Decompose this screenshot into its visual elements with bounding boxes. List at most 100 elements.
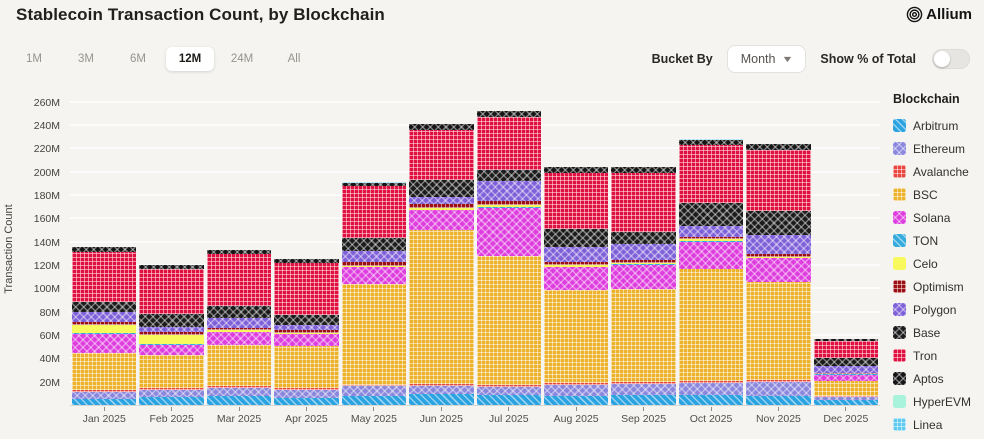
bar-segment-avalanche[interactable]: [678, 381, 744, 384]
bar-segment-avalanche[interactable]: [611, 382, 676, 385]
bucket-by-select[interactable]: Month ▼: [726, 45, 807, 73]
bar-segment-solana[interactable]: [274, 334, 339, 347]
bar-segment-arbitrum[interactable]: [341, 395, 407, 405]
bar-segment-avalanche[interactable]: [139, 388, 204, 390]
legend-item-avalanche[interactable]: Avalanche: [893, 160, 983, 183]
bar-segment-ton[interactable]: [678, 240, 744, 242]
bar-segment-arbitrum[interactable]: [206, 395, 272, 405]
bar-nov-2025[interactable]: [746, 143, 811, 405]
bar-segment-polygon[interactable]: [813, 366, 879, 374]
bar-segment-optimism[interactable]: [274, 330, 339, 334]
legend-item-aptos[interactable]: Aptos: [893, 367, 983, 390]
bar-segment-optimism[interactable]: [813, 373, 879, 375]
bar-segment-base[interactable]: [139, 314, 204, 327]
bar-segment-optimism[interactable]: [409, 203, 474, 208]
bar-segment-base[interactable]: [274, 315, 339, 325]
bar-segment-base[interactable]: [206, 305, 272, 319]
bar-segment-ethereum[interactable]: [206, 387, 272, 396]
bar-segment-ton[interactable]: [341, 266, 407, 268]
legend-item-polygon[interactable]: Polygon: [893, 298, 983, 321]
bar-segment-polygon[interactable]: [206, 318, 272, 329]
bar-segment-arbitrum[interactable]: [611, 395, 676, 405]
bar-segment-celo[interactable]: [139, 334, 204, 345]
bar-segment-base[interactable]: [543, 228, 609, 247]
legend-item-celo[interactable]: Celo: [893, 252, 983, 275]
bar-segment-solana[interactable]: [72, 333, 137, 354]
bar-segment-aptos[interactable]: [409, 124, 474, 130]
legend-item-tron[interactable]: Tron: [893, 344, 983, 367]
bar-segment-aptos[interactable]: [813, 339, 879, 342]
bar-segment-optimism[interactable]: [611, 259, 676, 263]
bar-segment-celo[interactable]: [409, 207, 474, 210]
bar-segment-polygon[interactable]: [746, 234, 811, 255]
bar-segment-ethereum[interactable]: [139, 389, 204, 397]
bar-segment-arbitrum[interactable]: [139, 396, 204, 405]
bar-segment-bsc[interactable]: [813, 380, 879, 396]
range-button-6m[interactable]: 6M: [114, 47, 162, 71]
bar-segment-ton[interactable]: [611, 264, 676, 265]
range-button-24m[interactable]: 24M: [218, 47, 266, 71]
bar-segment-solana[interactable]: [678, 241, 744, 270]
bar-segment-avalanche[interactable]: [543, 382, 609, 385]
bar-segment-arbitrum[interactable]: [813, 399, 879, 405]
bar-segment-aptos[interactable]: [72, 247, 137, 253]
bar-segment-celo[interactable]: [341, 266, 407, 267]
bar-segment-avalanche[interactable]: [813, 395, 879, 397]
bar-segment-celo[interactable]: [746, 257, 811, 258]
legend-item-optimism[interactable]: Optimism: [893, 275, 983, 298]
bar-segment-tron[interactable]: [746, 149, 811, 211]
bar-segment-base[interactable]: [611, 231, 676, 245]
bar-segment-bsc[interactable]: [72, 353, 137, 391]
bar-segment-ton[interactable]: [476, 207, 541, 208]
bar-segment-arbitrum[interactable]: [72, 399, 137, 405]
bar-segment-bsc[interactable]: [341, 283, 407, 385]
bar-segment-base[interactable]: [476, 170, 541, 182]
bar-segment-avalanche[interactable]: [476, 385, 541, 387]
bar-segment-celo[interactable]: [678, 238, 744, 241]
bar-segment-ethereum[interactable]: [678, 383, 744, 396]
bar-segment-polygon[interactable]: [274, 324, 339, 331]
bar-segment-aptos[interactable]: [206, 249, 272, 255]
bar-segment-bsc[interactable]: [476, 255, 541, 386]
bar-segment-solana[interactable]: [409, 210, 474, 231]
bar-segment-avalanche[interactable]: [206, 385, 272, 388]
bar-segment-celo[interactable]: [543, 264, 609, 267]
bar-segment-bsc[interactable]: [206, 344, 272, 386]
bar-segment-arbitrum[interactable]: [543, 395, 609, 405]
bar-segment-celo[interactable]: [611, 262, 676, 265]
bar-segment-celo[interactable]: [206, 330, 272, 332]
legend-item-solana[interactable]: Solana: [893, 206, 983, 229]
bar-segment-ton[interactable]: [746, 257, 811, 259]
bar-segment-ton[interactable]: [274, 333, 339, 335]
bar-segment-arbitrum[interactable]: [746, 395, 811, 405]
bar-segment-ethereum[interactable]: [813, 396, 879, 400]
bar-segment-solana[interactable]: [543, 267, 609, 291]
bar-segment-arbitrum[interactable]: [476, 395, 541, 405]
bar-segment-ethereum[interactable]: [611, 384, 676, 396]
bar-segment-base[interactable]: [678, 203, 744, 226]
bar-segment-ethereum[interactable]: [409, 385, 474, 394]
bar-segment-optimism[interactable]: [678, 236, 744, 239]
bar-segment-avalanche[interactable]: [72, 390, 137, 393]
bar-segment-ethereum[interactable]: [476, 386, 541, 396]
bar-segment-tron[interactable]: [611, 172, 676, 232]
bar-segment-avalanche[interactable]: [409, 384, 474, 386]
bar-segment-bsc[interactable]: [611, 288, 676, 383]
bar-segment-bsc[interactable]: [543, 290, 609, 383]
bar-segment-solana[interactable]: [139, 344, 204, 355]
bar-segment-aptos[interactable]: [341, 182, 407, 186]
bar-segment-celo[interactable]: [476, 205, 541, 208]
bar-segment-tron[interactable]: [206, 254, 272, 306]
bar-segment-bsc[interactable]: [678, 269, 744, 382]
bar-segment-polygon[interactable]: [543, 246, 609, 262]
bar-segment-solana[interactable]: [476, 207, 541, 256]
bar-feb-2025[interactable]: [139, 264, 204, 405]
bar-dec-2025[interactable]: [813, 339, 879, 405]
legend-item-arbitrum[interactable]: Arbitrum: [893, 114, 983, 137]
bar-segment-polygon[interactable]: [678, 225, 744, 237]
bar-segment-base[interactable]: [813, 358, 879, 367]
bar-segment-tron[interactable]: [409, 129, 474, 180]
bar-segment-ethereum[interactable]: [72, 392, 137, 400]
bar-segment-avalanche[interactable]: [746, 379, 811, 382]
bar-segment-bsc[interactable]: [746, 281, 811, 380]
